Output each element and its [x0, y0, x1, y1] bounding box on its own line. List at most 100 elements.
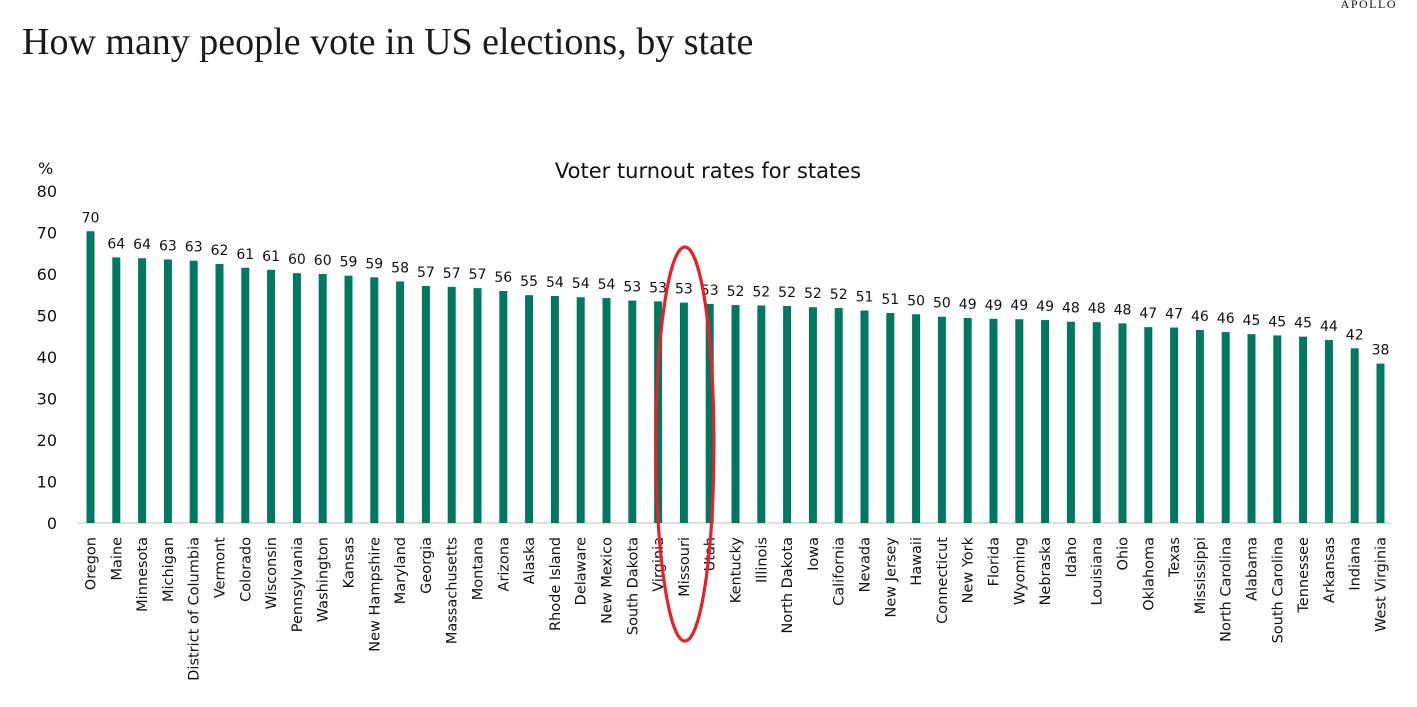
x-tick-label: Idaho [1064, 537, 1080, 578]
x-tick-label: New York [961, 536, 977, 603]
bar [1015, 319, 1024, 523]
x-tick-label: North Carolina [1219, 537, 1235, 642]
x-tick-label: Illinois [754, 537, 770, 583]
data-label: 49 [1010, 298, 1028, 314]
x-tick-label: Florida [987, 537, 1003, 586]
y-tick-label: 50 [37, 307, 57, 326]
data-label: 52 [752, 285, 770, 301]
data-label: 45 [1243, 313, 1261, 329]
bar [602, 298, 611, 523]
bar [654, 301, 663, 523]
bar-series [86, 231, 1385, 523]
data-label: 59 [340, 255, 358, 271]
data-label: 49 [959, 297, 977, 313]
x-tick-label: Montana [471, 537, 487, 600]
data-label: 49 [1036, 299, 1054, 315]
x-axis: Oregon Maine Minnesota Michigan District of … [84, 536, 1390, 680]
x-tick-label: South Dakota [625, 537, 641, 635]
x-tick-label: Kentucky [729, 537, 745, 604]
data-label: 51 [881, 292, 899, 308]
brand-logo: APOLLO [1340, 0, 1397, 11]
missouri-highlight-ellipse [654, 245, 716, 643]
x-tick-label: Kansas [342, 537, 358, 588]
bar [86, 231, 95, 523]
bar [808, 307, 817, 523]
data-label: 46 [1191, 309, 1209, 325]
y-tick-label: 30 [37, 390, 57, 409]
bar [499, 291, 508, 523]
data-label: 57 [469, 267, 487, 283]
data-label: 49 [985, 298, 1003, 314]
data-label: 38 [1372, 343, 1390, 359]
x-tick-label: Louisiana [1090, 537, 1106, 605]
x-tick-label: Minnesota [135, 537, 151, 612]
x-tick-label: New Mexico [600, 537, 616, 624]
data-label: 53 [649, 280, 667, 296]
y-tick-label: 60 [37, 265, 57, 284]
data-label: 52 [804, 286, 822, 302]
data-label: 64 [133, 237, 151, 253]
bar [705, 303, 714, 523]
page-title: How many people vote in US elections, by… [22, 21, 754, 63]
bar [1221, 332, 1230, 523]
bar [1118, 323, 1127, 523]
x-tick-label: Mississippi [1193, 537, 1209, 614]
bar [1273, 335, 1282, 523]
data-label: 59 [365, 256, 383, 272]
bar [679, 302, 688, 523]
bar [757, 305, 766, 523]
x-tick-label: South Carolina [1270, 537, 1286, 643]
bar [112, 257, 121, 523]
bar [138, 258, 147, 523]
bar [447, 286, 456, 523]
data-label: 52 [830, 287, 848, 303]
x-tick-label: Michigan [161, 537, 177, 602]
x-tick-label: Nevada [858, 537, 874, 592]
bar [370, 277, 379, 523]
x-tick-label: Alaska [522, 537, 538, 584]
data-label: 52 [727, 284, 745, 300]
bar [783, 305, 792, 523]
bar [1041, 320, 1050, 523]
x-tick-label: Colorado [238, 537, 254, 602]
bar [628, 300, 637, 523]
y-tick-label: 10 [37, 473, 57, 492]
data-label: 52 [778, 285, 796, 301]
x-tick-label: Washington [316, 537, 332, 622]
x-tick-label: Alabama [1245, 537, 1261, 601]
bar [215, 264, 224, 523]
bar [886, 313, 895, 523]
bar [731, 305, 740, 523]
data-label: 42 [1346, 327, 1364, 343]
data-label: 47 [1139, 306, 1157, 322]
y-axis-unit: % [38, 159, 53, 178]
data-label: 44 [1320, 319, 1338, 335]
bar [525, 295, 534, 523]
bar [396, 281, 405, 523]
x-tick-label: Oregon [84, 537, 100, 590]
x-tick-label: Oklahoma [1141, 537, 1157, 611]
x-tick-label: California [832, 537, 848, 606]
bar [241, 267, 250, 523]
bar [1144, 327, 1153, 523]
bar [189, 260, 198, 523]
data-label: 46 [1217, 311, 1235, 327]
x-tick-label: District of Columbia [187, 537, 203, 681]
data-label: 48 [1114, 302, 1132, 318]
data-label: 50 [933, 296, 951, 312]
x-tick-label: North Dakota [780, 537, 796, 634]
x-tick-label: Texas [1167, 537, 1183, 578]
data-label: 54 [598, 277, 616, 293]
y-tick-label: 70 [37, 224, 57, 243]
bar [421, 286, 430, 523]
bar [473, 288, 482, 523]
bar [163, 259, 172, 523]
x-tick-label: Georgia [419, 537, 435, 594]
y-tick-label: 80 [37, 182, 57, 201]
bar [318, 274, 327, 523]
data-label: 57 [443, 266, 461, 282]
x-tick-label: Missouri [677, 537, 693, 597]
bar [834, 308, 843, 523]
data-label: 63 [159, 238, 177, 254]
data-label: 64 [107, 236, 125, 252]
